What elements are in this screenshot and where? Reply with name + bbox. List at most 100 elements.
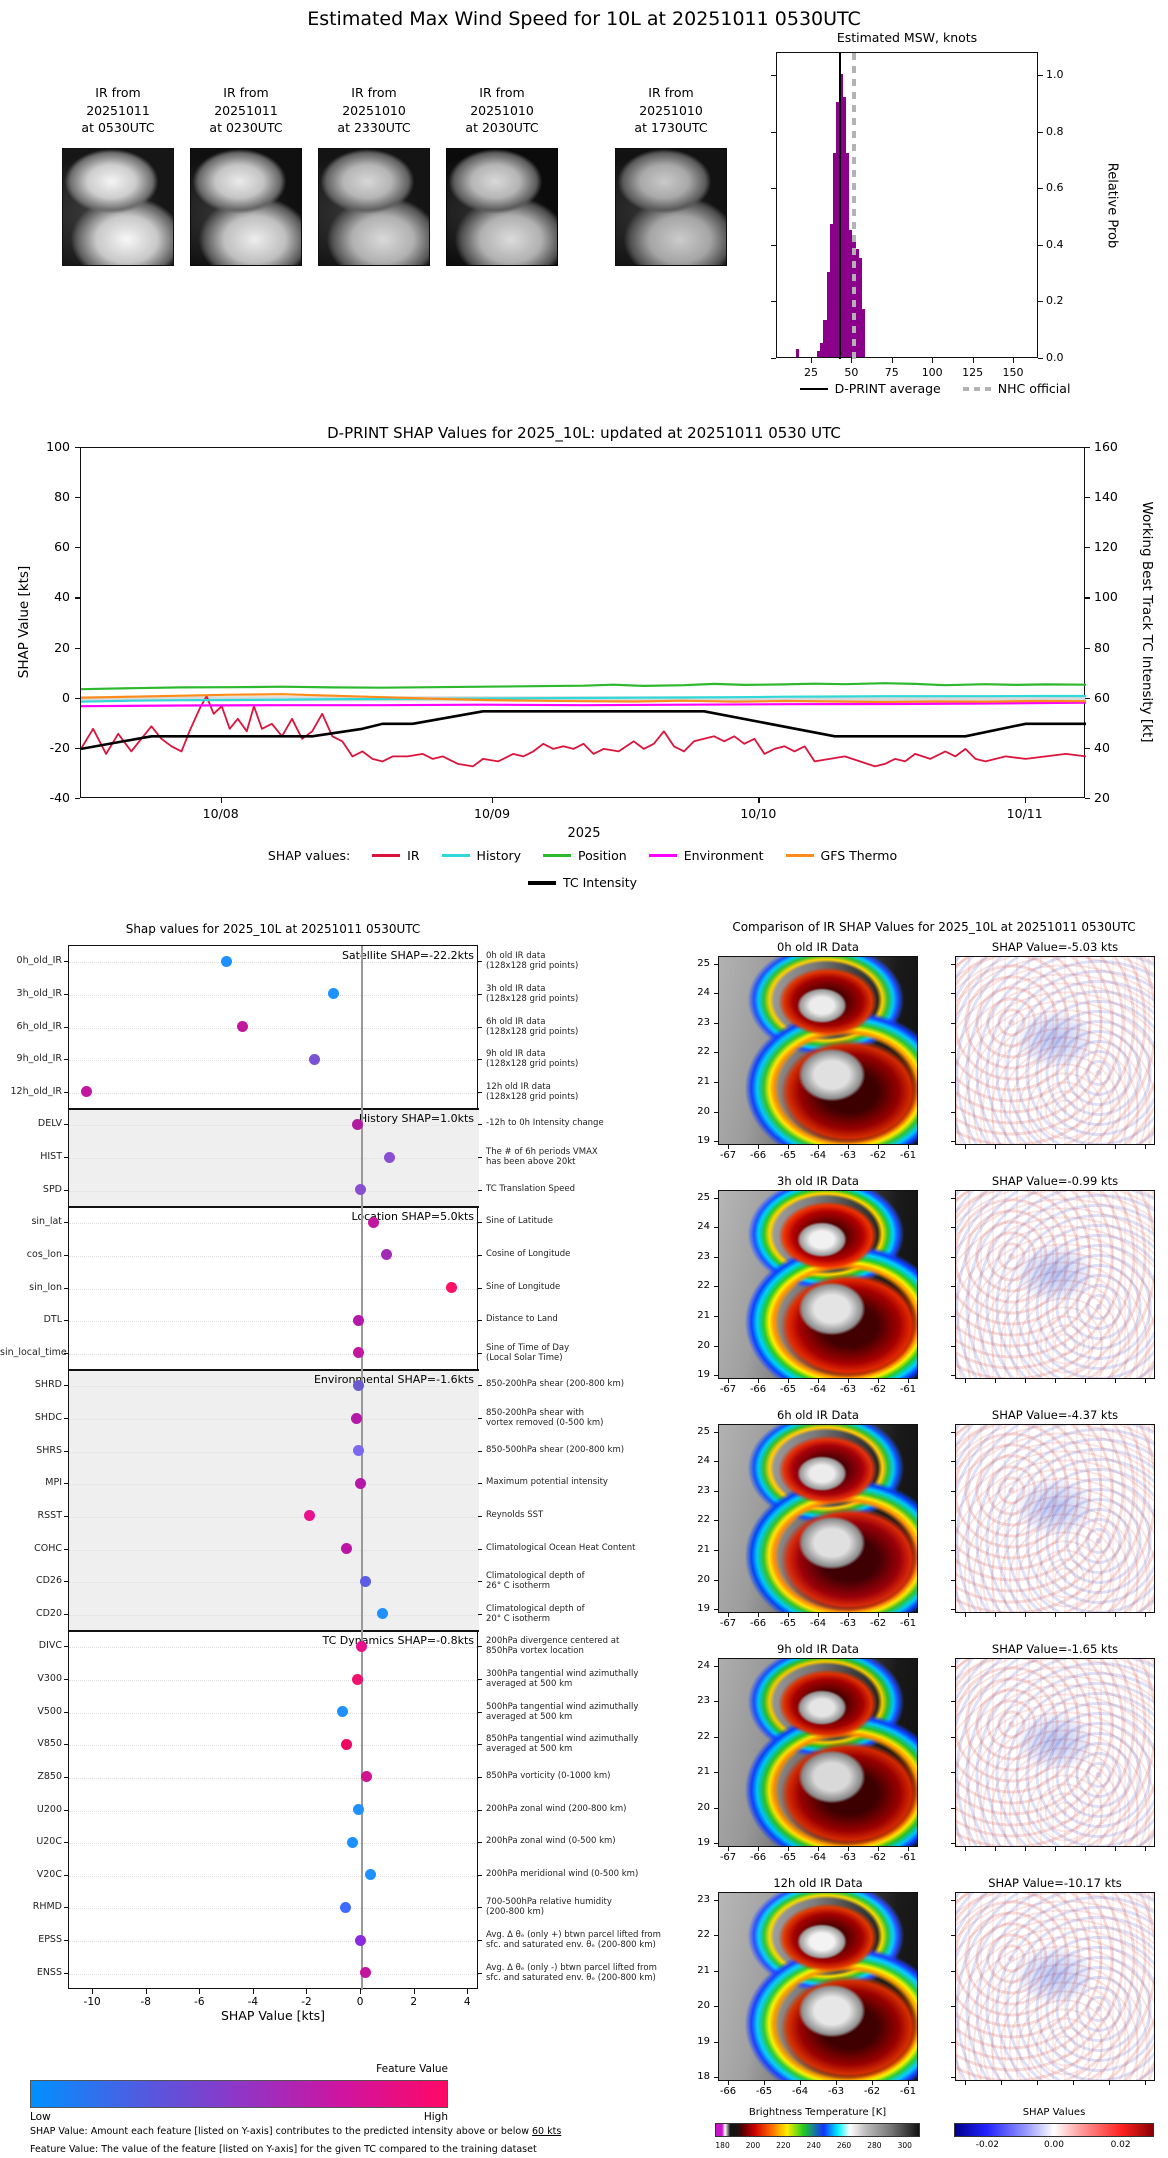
- ir-thumbnail-label: IR from 20251010 at 1730UTC: [607, 84, 735, 137]
- shap-map-lon-tick: [1025, 1145, 1026, 1149]
- ir-map-lon-tick: [800, 2081, 801, 2085]
- ir-thumbnail-label-line: at 2330UTC: [337, 120, 411, 135]
- shap-dot-SHRD: [353, 1379, 365, 1391]
- dotplot-right-tick: [478, 1776, 482, 1778]
- ir-map-lon-label: -61: [899, 1384, 917, 1395]
- ir-map-image: [718, 1424, 918, 1613]
- feature-desc-CD20: Climatological depth of 20° C isotherm: [486, 1604, 711, 1624]
- series-history: [81, 694, 1086, 703]
- histogram-bar: [849, 229, 853, 357]
- ir-map-lon-label: -65: [779, 1150, 797, 1161]
- shap-map-lat-tick: [951, 1807, 955, 1809]
- feature-desc-line: Reynolds SST: [486, 1509, 544, 1520]
- bt-tick-label: 180: [715, 2141, 730, 2150]
- dotplot-row-gridline: [69, 1255, 479, 1257]
- feature-label-SPD: SPD: [42, 1183, 62, 1195]
- dotplot-row-gridline: [69, 1843, 479, 1845]
- bt-tick-label: 280: [867, 2141, 882, 2150]
- dotplot-row-gridline: [69, 1451, 479, 1453]
- dotplot-title: Shap values for 2025_10L at 20251011 053…: [125, 922, 421, 936]
- shap-dot-U200: [353, 1804, 365, 1816]
- feature-value-low-label: Low: [30, 2111, 51, 2123]
- feature-desc-line: 0h old IR data: [486, 951, 546, 962]
- shap-dot-MPI: [354, 1477, 366, 1489]
- histogram-xtick-label: 150: [1002, 366, 1024, 379]
- histogram-ytick-left: [771, 358, 776, 359]
- histogram-bar: [820, 342, 824, 357]
- feature-desc-line: Sine of Latitude: [486, 1216, 553, 1227]
- dotplot-row-gridline: [69, 1092, 479, 1094]
- ir-map-lon-tick: [848, 1145, 849, 1149]
- feature-desc-sin_lon: Sine of Longitude: [486, 1282, 711, 1292]
- histogram-ytick-left: [771, 188, 776, 190]
- ir-map-lat-tick: [714, 1899, 718, 1901]
- dotplot-ytick: [64, 1026, 68, 1028]
- ts-ytick-left-label: -40: [49, 790, 70, 805]
- shap-dot-0h_old_IR: [220, 955, 232, 967]
- histogram-xtick: [851, 358, 853, 363]
- timeseries-svg: [81, 682, 1086, 768]
- dotplot-section-divider: [69, 1206, 479, 1208]
- footnote-shap-value: SHAP Value: Amount each feature [listed …: [30, 2126, 690, 2137]
- feature-desc-U20C: 200hPa zonal wind (0-500 km): [486, 1836, 711, 1846]
- ir-map-lon-label: -61: [899, 1618, 917, 1629]
- dotplot-right-tick: [478, 1646, 482, 1648]
- shap-map-lat-tick: [951, 1899, 955, 1901]
- ir-map-lat-tick: [714, 1316, 718, 1317]
- ts-xtick-label: 10/10: [740, 806, 777, 821]
- shap-dot-3h_old_IR: [327, 988, 339, 1000]
- ir-map-lat-tick: [714, 1141, 718, 1143]
- dotplot-right-tick: [478, 1450, 482, 1452]
- shap-dot-12h_old_IR: [81, 1086, 93, 1098]
- feature-label-3h_old_IR: 3h_old_IR: [16, 987, 62, 999]
- shap-map-lon-tick: [965, 1379, 966, 1383]
- dotplot-section-divider: [69, 1108, 479, 1111]
- feature-label-DELV: DELV: [37, 1118, 62, 1130]
- shap-map-lat-tick: [951, 1461, 955, 1463]
- shap-dot-CD20: [377, 1608, 389, 1620]
- ir-thumbnail-label-line: 20251011: [214, 102, 278, 118]
- shap-map-lon-tick: [1115, 1145, 1116, 1149]
- ts-ytick-left-label: 60: [54, 539, 70, 555]
- dprint-average-line: [839, 53, 842, 359]
- ir-map-lat-tick: [714, 1197, 718, 1199]
- feature-desc-line: 850-200hPa shear with: [486, 1408, 585, 1419]
- shap-dot-COHC: [341, 1543, 353, 1555]
- feature-desc-EPSS: Avg. Δ θₑ (only +) btwn parcel lifted fr…: [486, 1930, 711, 1950]
- shap-timeseries-plot: [80, 447, 1086, 798]
- shap-dot-Z850: [361, 1771, 373, 1783]
- dotplot-row-gridline: [69, 1810, 479, 1812]
- ts-ytick-left-label: 80: [54, 489, 70, 505]
- feature-desc-line: (128x128 grid points): [486, 1091, 579, 1102]
- dotplot-ytick: [64, 1352, 68, 1354]
- dotplot-ytick: [64, 1874, 68, 1876]
- feature-desc-line: Sine of Time of Day: [486, 1342, 570, 1353]
- dotplot-row-gridline: [69, 1060, 479, 1062]
- feature-desc-line: (128x128 grid points): [486, 1026, 579, 1037]
- ir-thumbnail-label-line: 20251011: [86, 102, 150, 118]
- dotplot-right-tick: [478, 1679, 482, 1681]
- ir-map-image: [718, 1190, 918, 1379]
- dotplot-right-tick: [478, 1189, 482, 1191]
- feature-desc-V500: 500hPa tangential wind azimuthally averag…: [486, 1702, 711, 1722]
- ts-ytick-left-label: -20: [49, 739, 70, 755]
- ts-ytick-left: [75, 798, 80, 800]
- dotplot-xtick: [92, 1989, 94, 1994]
- ir-map-lat-label: 21: [697, 1544, 710, 1555]
- feature-desc-line: (200-800 km): [486, 1907, 545, 1918]
- histogram-ytick: [1038, 244, 1043, 246]
- ir-map-lon-tick: [788, 1613, 789, 1617]
- ir-map-lon-label: -62: [869, 1852, 887, 1863]
- ir-map-lat-label: 18: [697, 2071, 710, 2083]
- dprint-average-line-swatch: [799, 387, 828, 390]
- ts-legend-gfs-thermo: GFS Thermo: [785, 848, 897, 863]
- ir-map-title: 6h old IR Data: [777, 1408, 859, 1422]
- ts-legend-swatch: [441, 854, 470, 857]
- feature-desc-3h_old_IR: 3h old IR data (128x128 grid points): [486, 984, 711, 1004]
- histogram-ytick-label: 0.6: [1046, 181, 1064, 195]
- shap-dot-sin_lat: [367, 1216, 379, 1228]
- feature-label-cos_lon: cos_lon: [26, 1248, 62, 1260]
- shap-map-lon-tick: [1025, 1613, 1026, 1617]
- shap-tick-label: 0.00: [1043, 2140, 1065, 2150]
